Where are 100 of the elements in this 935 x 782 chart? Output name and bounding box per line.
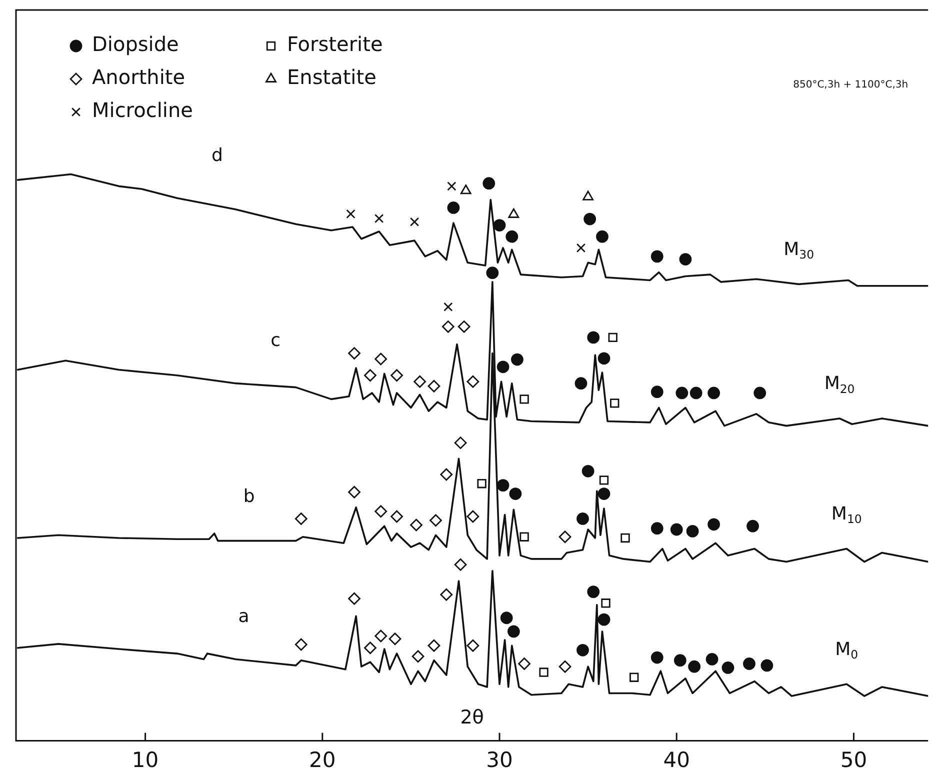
point (598, 352, 610, 365)
point (454, 558, 467, 571)
point (574, 377, 588, 390)
point (670, 523, 683, 536)
point (576, 644, 589, 656)
x-tick-label: 20 (309, 748, 336, 772)
point (496, 360, 510, 374)
point (348, 347, 360, 360)
point (587, 586, 600, 598)
point (410, 518, 422, 532)
point (390, 369, 403, 382)
point (294, 638, 308, 651)
point (477, 479, 486, 488)
point (348, 592, 360, 605)
point (440, 468, 453, 481)
point (650, 250, 664, 263)
point (466, 639, 480, 652)
point (708, 386, 720, 400)
point (686, 524, 699, 538)
point (610, 398, 620, 408)
point (630, 672, 639, 682)
text: d (211, 144, 223, 166)
point (599, 476, 609, 485)
point (706, 653, 718, 666)
annotation: a (238, 606, 250, 627)
point (598, 613, 610, 626)
point (388, 632, 402, 646)
point (587, 331, 600, 344)
point (447, 182, 456, 191)
point (722, 662, 734, 674)
point (444, 302, 453, 312)
point (493, 219, 506, 232)
point (482, 177, 496, 190)
point (582, 464, 594, 478)
point (743, 658, 756, 670)
point (650, 522, 664, 535)
point (390, 510, 403, 523)
point (486, 266, 499, 280)
point (428, 380, 440, 392)
annotation: b (243, 486, 255, 507)
legend-label: Forsterite (287, 32, 383, 56)
point (410, 217, 420, 226)
point (414, 375, 426, 388)
legend-label: Microcline (92, 98, 193, 122)
point (598, 488, 610, 500)
point (576, 243, 586, 253)
point (584, 212, 596, 226)
point (596, 230, 608, 243)
point (690, 386, 702, 400)
point (511, 353, 524, 366)
point (601, 598, 610, 608)
point (454, 436, 467, 450)
point (458, 320, 470, 333)
point (539, 668, 548, 677)
point (506, 230, 518, 243)
point (582, 190, 594, 200)
x-tick-label: 10 (132, 748, 159, 772)
point (294, 512, 308, 525)
point (374, 352, 388, 366)
point (650, 651, 664, 664)
point (374, 214, 384, 224)
point (676, 386, 688, 400)
point (558, 660, 572, 673)
point (500, 612, 513, 624)
point (442, 320, 454, 333)
x-tick-label: 40 (663, 748, 690, 772)
point (447, 202, 460, 214)
legend-label: Enstatite (287, 65, 376, 90)
point (466, 375, 480, 388)
point (576, 512, 589, 525)
chart-subtitle: 850°C,3h + 1100°C,3h (793, 80, 908, 91)
point (440, 588, 453, 601)
point (507, 625, 520, 638)
point (650, 386, 664, 398)
point (520, 394, 529, 404)
point (558, 530, 572, 544)
point (520, 532, 529, 542)
point (460, 184, 472, 194)
point (348, 486, 360, 498)
point (364, 642, 376, 654)
point (518, 658, 530, 670)
point (688, 660, 701, 673)
point (374, 630, 388, 642)
point (430, 514, 442, 527)
x-tick-label: 50 (840, 748, 868, 772)
annotation: c (270, 330, 281, 352)
point (496, 479, 510, 492)
point (466, 510, 480, 523)
x-tick-label: 30 (486, 748, 513, 772)
point (746, 520, 759, 532)
point (364, 369, 376, 382)
x-axis-title: 2θ (460, 706, 484, 729)
point (620, 533, 630, 543)
point (760, 659, 774, 672)
point (679, 253, 692, 266)
point (346, 209, 356, 219)
point (509, 488, 522, 500)
point (374, 505, 388, 518)
point (608, 332, 618, 342)
point (412, 650, 424, 663)
